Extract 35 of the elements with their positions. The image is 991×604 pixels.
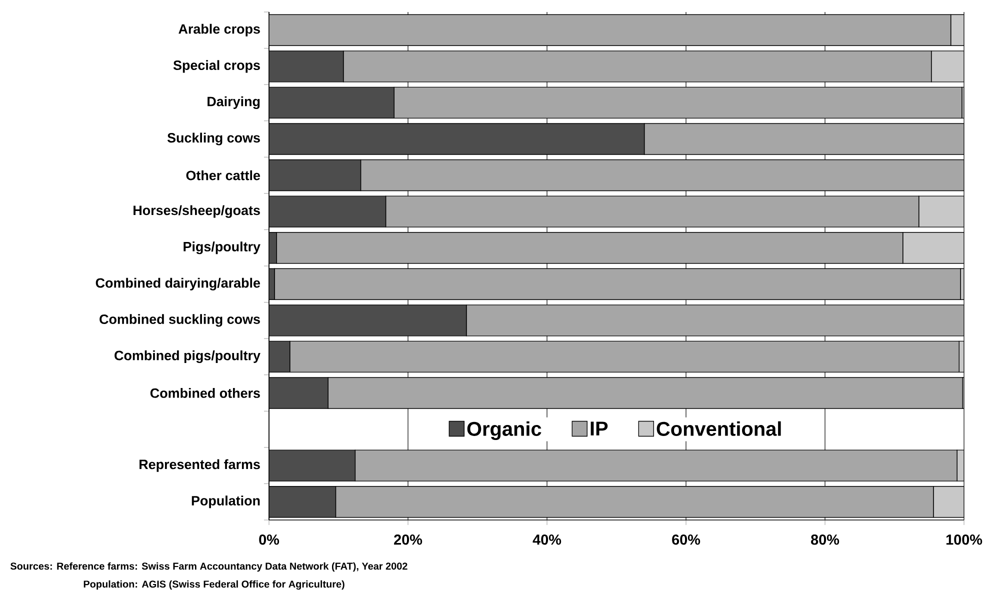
y-tick-label: Other cattle bbox=[186, 170, 260, 180]
x-tick-label: 80% bbox=[811, 534, 840, 545]
bar bbox=[269, 450, 356, 482]
y-tick-label: Horses/sheep/goats bbox=[134, 205, 260, 218]
bar bbox=[269, 377, 328, 409]
bar bbox=[269, 486, 336, 518]
bar bbox=[269, 159, 362, 192]
legend-label: Organic bbox=[467, 421, 542, 440]
y-tick-label: Represented farms bbox=[140, 459, 260, 472]
y-tick-label: Combined suckling cows bbox=[100, 314, 260, 327]
bar bbox=[269, 196, 386, 228]
y-tick-label: Suckling cows bbox=[167, 132, 260, 146]
y-tick-label: Arable crops bbox=[178, 24, 260, 36]
bar bbox=[269, 340, 290, 373]
bar bbox=[269, 123, 645, 155]
y-tick-label: Dairying bbox=[208, 96, 260, 109]
x-tick-label: 100% bbox=[946, 534, 982, 545]
bar bbox=[269, 50, 344, 82]
y-tick-label: Combined dairying/arable bbox=[96, 278, 260, 290]
x-tick-label: 0% bbox=[259, 534, 280, 545]
x-tick-label: 20% bbox=[394, 534, 422, 545]
y-tick-label: Combined pigs/poultry bbox=[114, 350, 260, 364]
bar bbox=[269, 232, 277, 264]
bar bbox=[269, 304, 467, 336]
y-tick-label: Combined others bbox=[150, 388, 260, 398]
x-tick-label: 40% bbox=[532, 534, 562, 545]
y-tick-label: Special crops bbox=[173, 60, 260, 73]
legend-label: IP bbox=[590, 422, 608, 436]
legend-label: Conventional bbox=[656, 421, 781, 436]
bar bbox=[269, 86, 394, 119]
source-note: Sources: Reference farms: Swiss Farm Accountancy Data Network (FAT), Year 2002 bbox=[10, 562, 408, 572]
text: Population: AGIS (Swiss Federal Office for Agriculture) bbox=[84, 580, 344, 590]
y-tick-label: Population bbox=[192, 496, 260, 508]
x-tick-label: 60% bbox=[672, 534, 700, 545]
y-tick-label: Pigs/poultry bbox=[184, 242, 260, 254]
